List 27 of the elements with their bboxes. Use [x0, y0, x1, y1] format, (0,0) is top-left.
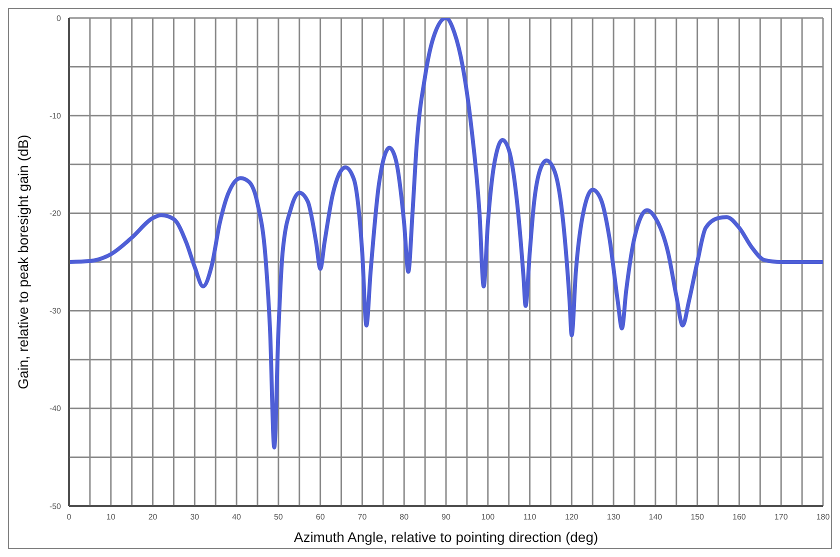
x-tick-label: 120 — [564, 512, 579, 522]
x-tick-label: 30 — [190, 512, 200, 522]
x-tick-label: 90 — [442, 512, 451, 522]
y-tick-label: -50 — [49, 502, 62, 511]
x-tick-label: 140 — [648, 512, 663, 522]
x-tick-label: 40 — [232, 512, 242, 522]
y-axis-title: Gain, relative to peak boresight gain (dB) — [14, 134, 31, 390]
x-tick-label: 150 — [690, 512, 705, 522]
x-tick-label: 130 — [606, 512, 621, 522]
y-tick-label: -40 — [49, 404, 62, 414]
x-tick-label: 80 — [400, 512, 410, 522]
y-tick-label: -10 — [49, 111, 62, 120]
x-tick-label: 60 — [316, 512, 326, 522]
x-tick-label: 20 — [148, 512, 158, 522]
x-tick-label: 180 — [816, 512, 830, 522]
x-tick-label: 50 — [274, 512, 284, 522]
y-tick-label: -30 — [49, 306, 62, 316]
x-tick-label: 10 — [106, 512, 116, 522]
y-tick-label: 0 — [56, 14, 62, 23]
y-tick-label: -20 — [49, 209, 62, 218]
x-tick-label: 110 — [523, 512, 537, 522]
x-tick-label: 100 — [481, 512, 496, 522]
x-tick-label: 170 — [774, 512, 788, 522]
x-tick-label: 70 — [358, 512, 368, 522]
x-axis-title: Azimuth Angle, relative to pointing direction (deg) — [294, 529, 598, 545]
x-tick-label: 0 — [66, 512, 72, 522]
x-tick-label: 160 — [732, 512, 746, 522]
